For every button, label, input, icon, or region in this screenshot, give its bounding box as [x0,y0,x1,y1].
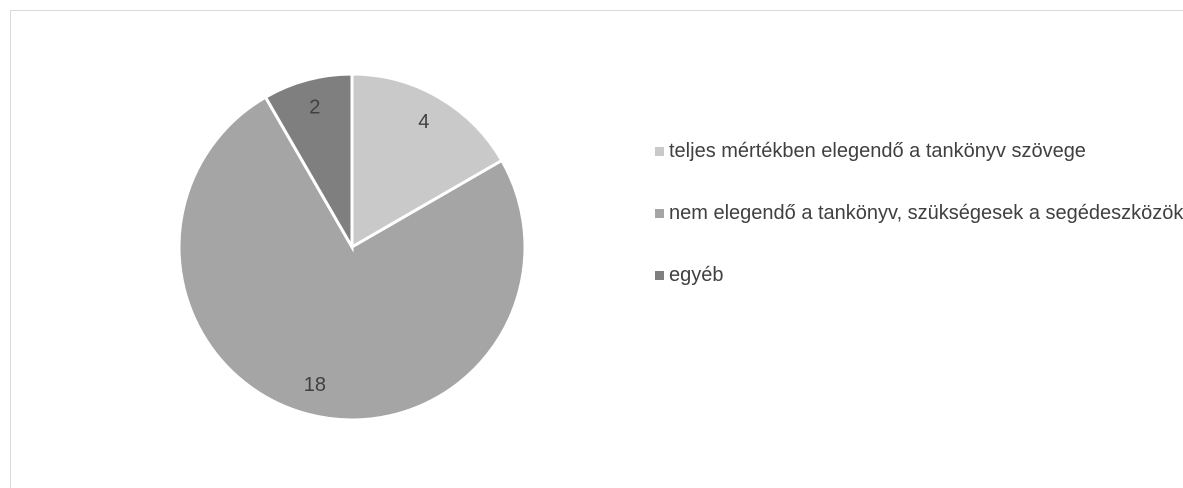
legend-item: egyéb [655,259,1183,292]
data-label: 2 [309,97,320,119]
legend-item: nem elegendő a tankönyv, szükségesek a s… [655,197,1183,230]
data-label: 4 [418,111,429,133]
legend-swatch [655,147,664,156]
pie-slice [350,72,504,250]
legend-label: teljes mértékben elegendő a tankönyv szö… [669,140,1086,162]
data-label: 18 [304,374,326,396]
legend-item: teljes mértékben elegendő a tankönyv szö… [655,135,1183,168]
pie-slice [263,72,354,253]
legend: teljes mértékben elegendő a tankönyv szö… [655,135,1183,321]
pie-slice [177,95,527,422]
chart-border [10,10,1183,488]
legend-swatch [655,271,664,280]
legend-label: egyéb [669,264,724,286]
legend-label: nem elegendő a tankönyv, szükségesek a s… [669,202,1183,224]
legend-swatch [655,209,664,218]
